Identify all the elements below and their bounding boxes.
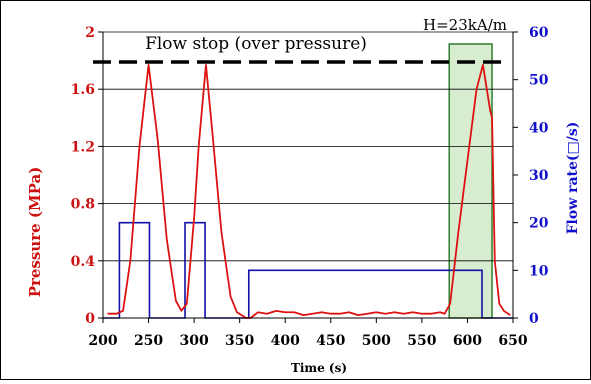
x-tick-label-8: 600 — [453, 333, 482, 349]
y-right-tick-label-3: 30 — [529, 168, 549, 184]
x-tick-label-6: 500 — [362, 333, 391, 349]
highlight-region — [448, 43, 493, 319]
flow-stop-annotation: Flow stop (over pressure) — [145, 34, 367, 54]
x-tick-label-9: 650 — [498, 333, 527, 349]
x-tick-label-5: 450 — [316, 333, 345, 349]
y-right-tick-label-5: 50 — [529, 73, 549, 89]
x-tick-label-1: 250 — [134, 333, 163, 349]
pressure-series — [107, 63, 511, 319]
x-tick-label-3: 350 — [225, 333, 254, 349]
y-right-tick-label-4: 40 — [529, 120, 549, 136]
y-right-tick-label-1: 10 — [529, 263, 549, 279]
y-left-tick-label-2: 0.8 — [71, 197, 95, 213]
x-tick-label-4: 400 — [271, 333, 300, 349]
x-tick-label-0: 200 — [88, 333, 117, 349]
x-tick-label-7: 550 — [407, 333, 436, 349]
y-right-tick-label-0: 0 — [529, 311, 539, 327]
y-left-tick-label-4: 1.6 — [71, 82, 95, 98]
y-axis-label-left: Pressure (MPa) — [26, 167, 44, 298]
x-tick-label-2: 300 — [179, 333, 208, 349]
y-left-tick-label-3: 1.2 — [71, 139, 95, 155]
y-right-tick-label-2: 20 — [529, 216, 549, 232]
field-annotation: H=23kA/m — [423, 16, 507, 34]
flow-rate-series — [103, 221, 513, 319]
y-left-tick-label-5: 2 — [85, 25, 95, 41]
y-axis-label-right: Flow rate(□/s) — [565, 122, 581, 235]
y-left-tick-label-1: 0.4 — [71, 254, 96, 270]
y-right-tick-label-6: 60 — [529, 25, 549, 41]
x-axis-label: Time (s) — [291, 361, 347, 375]
y-left-tick-label-0: 0 — [85, 311, 95, 327]
